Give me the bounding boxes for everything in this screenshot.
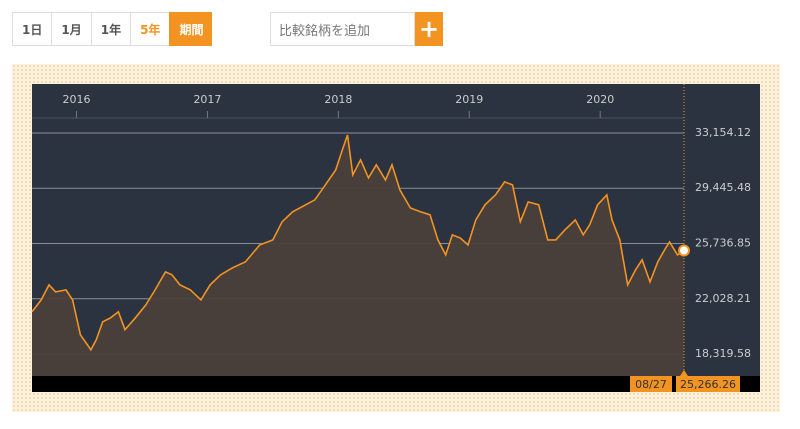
y-tick-label: 29,445.48	[695, 181, 751, 194]
range-button[interactable]: 1年	[90, 12, 131, 46]
range-button[interactable]: 1月	[51, 12, 91, 46]
line	[31, 134, 685, 352]
range-button[interactable]: 5年	[130, 12, 170, 46]
area-fill	[32, 135, 684, 376]
x-tick-label: 2020	[586, 93, 614, 106]
x-tick-label: 2016	[63, 93, 91, 106]
y-tick-label: 25,736.85	[695, 236, 751, 249]
footer-bar	[32, 376, 760, 392]
current-point	[678, 244, 690, 257]
x-tick-label: 2019	[455, 93, 483, 106]
range-button[interactable]: 期間	[169, 12, 213, 46]
compare-input[interactable]: 比較銘柄を追加	[270, 12, 415, 46]
date-label: 08/27	[635, 378, 667, 391]
y-tick-label: 33,154.12	[695, 126, 751, 139]
y-tick-label: 18,319.58	[695, 347, 751, 360]
range-button[interactable]: 1日	[12, 12, 52, 46]
add-button[interactable]: +	[415, 12, 443, 46]
x-tick-label: 2017	[193, 93, 221, 106]
y-tick-label: 22,028.21	[695, 292, 751, 305]
value-label: 25,266.26	[680, 378, 736, 391]
date-label-box	[630, 376, 672, 392]
x-tick-label: 2018	[324, 93, 352, 106]
value-label-box	[676, 376, 740, 392]
chart: 2016 2017 2018 2019 2020 18,319.58 22,028.21 25…	[12, 64, 780, 412]
value-pointer	[680, 370, 688, 376]
range-buttons: 1日 1月 1年 5年 期間	[12, 12, 213, 46]
